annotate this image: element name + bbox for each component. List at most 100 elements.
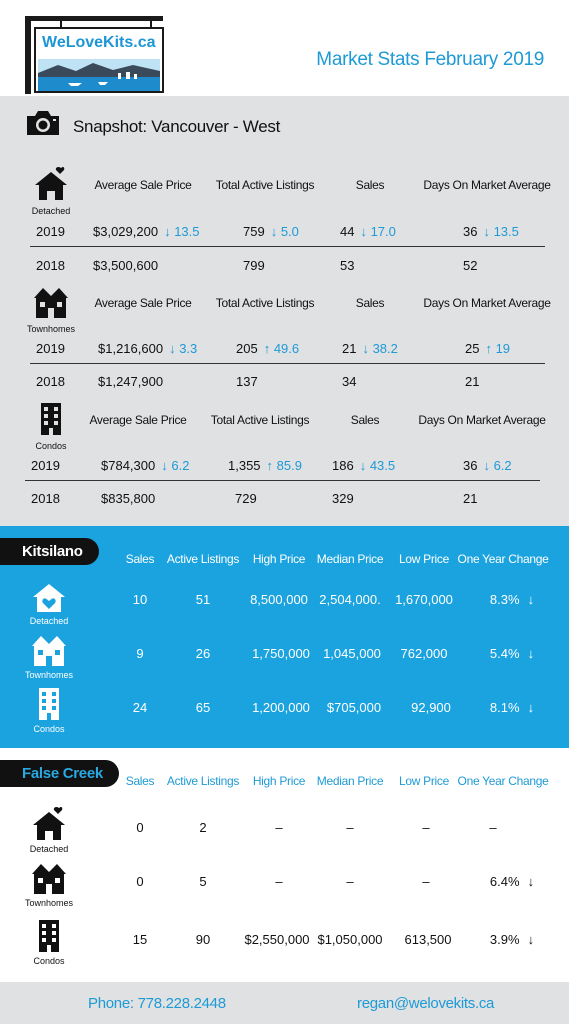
table-row: Detached 0 2 – – – –	[0, 806, 569, 862]
cell-sales: 15	[132, 932, 148, 947]
sales-2019: 21 ↓ 38.2	[342, 341, 398, 356]
page-title: Market Stats February 2019	[316, 49, 544, 70]
cell-median: $705,000	[326, 700, 382, 715]
email-link[interactable]: regan@welovekits.ca	[357, 995, 495, 1012]
property-type-label: Detached	[29, 844, 69, 854]
sales-2018: 34	[342, 374, 357, 389]
price-change: ↓ 13.5	[164, 224, 200, 239]
year-label: 2018	[36, 258, 65, 273]
header-avg-sale-price: Average Sale Price	[94, 296, 192, 310]
cell-change: 8.3% ↓	[490, 592, 534, 607]
header-total-active-listings: Total Active Listings	[210, 413, 310, 427]
cell-median: –	[346, 874, 354, 889]
sales-2018: 53	[340, 258, 355, 273]
listings-value: 759	[243, 224, 265, 239]
cell-change: 6.4% ↓	[490, 874, 534, 889]
cell-low: –	[422, 820, 430, 835]
cell-active: 2	[199, 820, 207, 835]
price-change: ↓ 3.3	[169, 341, 198, 356]
col-header-high-price: High Price	[252, 552, 306, 566]
dom-2018: 52	[463, 258, 478, 273]
page-footer: Phone: 778.228.2448 regan@welovekits.ca	[0, 982, 569, 1024]
col-header-active-listings: Active Listings	[166, 552, 240, 566]
cell-median: 2,504,000.	[319, 592, 381, 607]
snapshot-block-condos: Condos Average Sale Price Total Active L…	[0, 401, 569, 519]
dom-2019: 25 ↑ 19	[465, 341, 510, 356]
listings-value: 1,355	[228, 458, 261, 473]
change-value: 8.1%	[489, 700, 520, 715]
dom-2019: 36 ↓ 6.2	[463, 458, 512, 473]
cell-change: 3.9% ↓	[490, 932, 534, 947]
sales-2019: 186 ↓ 43.5	[332, 458, 395, 473]
property-type-label: Townhomes	[24, 670, 74, 680]
cell-high: –	[275, 874, 283, 889]
change-value: 5.4%	[489, 646, 520, 661]
cell-sales: 10	[132, 592, 148, 607]
page-header: WeLoveKits.ca Market Stats February 2019	[0, 0, 569, 96]
logo-text: WeLoveKits.ca	[42, 34, 156, 51]
col-header-low-price: Low Price	[399, 774, 449, 788]
snapshot-block-townhomes: Townhomes Average Sale Price Total Activ…	[0, 284, 569, 402]
header-days-on-market: Days On Market Average	[423, 296, 551, 310]
sign-bar	[25, 16, 163, 21]
listings-2018: 799	[243, 258, 265, 273]
dom-2018: 21	[465, 374, 480, 389]
header-days-on-market: Days On Market Average	[423, 178, 551, 192]
table-row: Detached 10 51 8,500,000 2,504,000. 1,67…	[0, 578, 569, 634]
phone-link[interactable]: Phone: 778.228.2448	[88, 995, 226, 1012]
listings-2019: 205 ↑ 49.6	[236, 341, 299, 356]
cell-high: $2,550,000	[244, 932, 310, 947]
avg-price-2018: $3,500,600	[93, 258, 159, 273]
row-divider	[25, 480, 540, 481]
cell-active: 65	[195, 700, 211, 715]
cell-sales: 0	[136, 820, 144, 835]
avg-price-2019: $1,216,600 ↓ 3.3	[98, 341, 197, 356]
row-divider	[30, 246, 545, 247]
col-header-low-price: Low Price	[399, 552, 449, 566]
logo[interactable]: WeLoveKits.ca	[34, 27, 164, 93]
cell-high: –	[275, 820, 283, 835]
header-total-active-listings: Total Active Listings	[215, 296, 315, 310]
down-arrow-icon: ↓	[527, 592, 535, 607]
avg-price-2019: $784,300 ↓ 6.2	[101, 458, 189, 473]
col-header-median-price: Median Price	[316, 552, 384, 566]
header-days-on-market: Days On Market Average	[418, 413, 546, 427]
sign-hook	[60, 21, 62, 27]
sales-value: 44	[340, 224, 355, 239]
property-type-label: Condos	[35, 441, 67, 451]
cell-active: 26	[195, 646, 211, 661]
avg-price-2018: $1,247,900	[98, 374, 164, 389]
sales-change: ↓ 38.2	[362, 341, 398, 356]
cell-sales: 9	[136, 646, 144, 661]
change-value: –	[489, 820, 497, 835]
listings-2018: 729	[235, 491, 257, 506]
townhouse-icon	[32, 636, 66, 666]
house-heart-icon	[33, 584, 65, 612]
snapshot-title: Snapshot: Vancouver - West	[73, 117, 281, 136]
cell-low: –	[422, 874, 430, 889]
false-creek-tab: False Creek	[0, 760, 119, 787]
col-header-median-price: Median Price	[316, 774, 384, 788]
dom-change: ↑ 19	[485, 341, 511, 356]
condo-building-icon	[39, 920, 59, 952]
dom-value: 36	[463, 458, 478, 473]
change-value: 6.4%	[489, 874, 520, 889]
year-label: 2018	[36, 374, 65, 389]
down-arrow-icon: ↓	[527, 646, 535, 661]
cell-high: 1,200,000	[252, 700, 310, 715]
property-type-label: Condos	[33, 724, 65, 734]
property-type-label: Townhomes	[26, 324, 76, 334]
listings-change: ↑ 49.6	[263, 341, 300, 356]
cell-median: –	[346, 820, 354, 835]
listings-value: 205	[236, 341, 258, 356]
col-header-one-year-change: One Year Change	[457, 552, 549, 566]
col-header-one-year-change: One Year Change	[457, 774, 549, 788]
down-arrow-icon: ↓	[527, 874, 535, 889]
col-header-high-price: High Price	[252, 774, 306, 788]
sales-change: ↓ 43.5	[359, 458, 396, 473]
col-header-sales: Sales	[125, 774, 155, 788]
snapshot-block-detached: Detached Average Sale Price Total Active…	[0, 166, 569, 284]
price-value: $3,029,200	[93, 224, 159, 239]
cell-median: 1,045,000	[323, 646, 381, 661]
listings-2019: 1,355 ↑ 85.9	[228, 458, 302, 473]
